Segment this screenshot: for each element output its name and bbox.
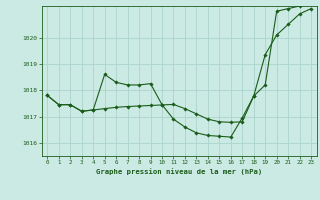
X-axis label: Graphe pression niveau de la mer (hPa): Graphe pression niveau de la mer (hPa)	[96, 168, 262, 175]
